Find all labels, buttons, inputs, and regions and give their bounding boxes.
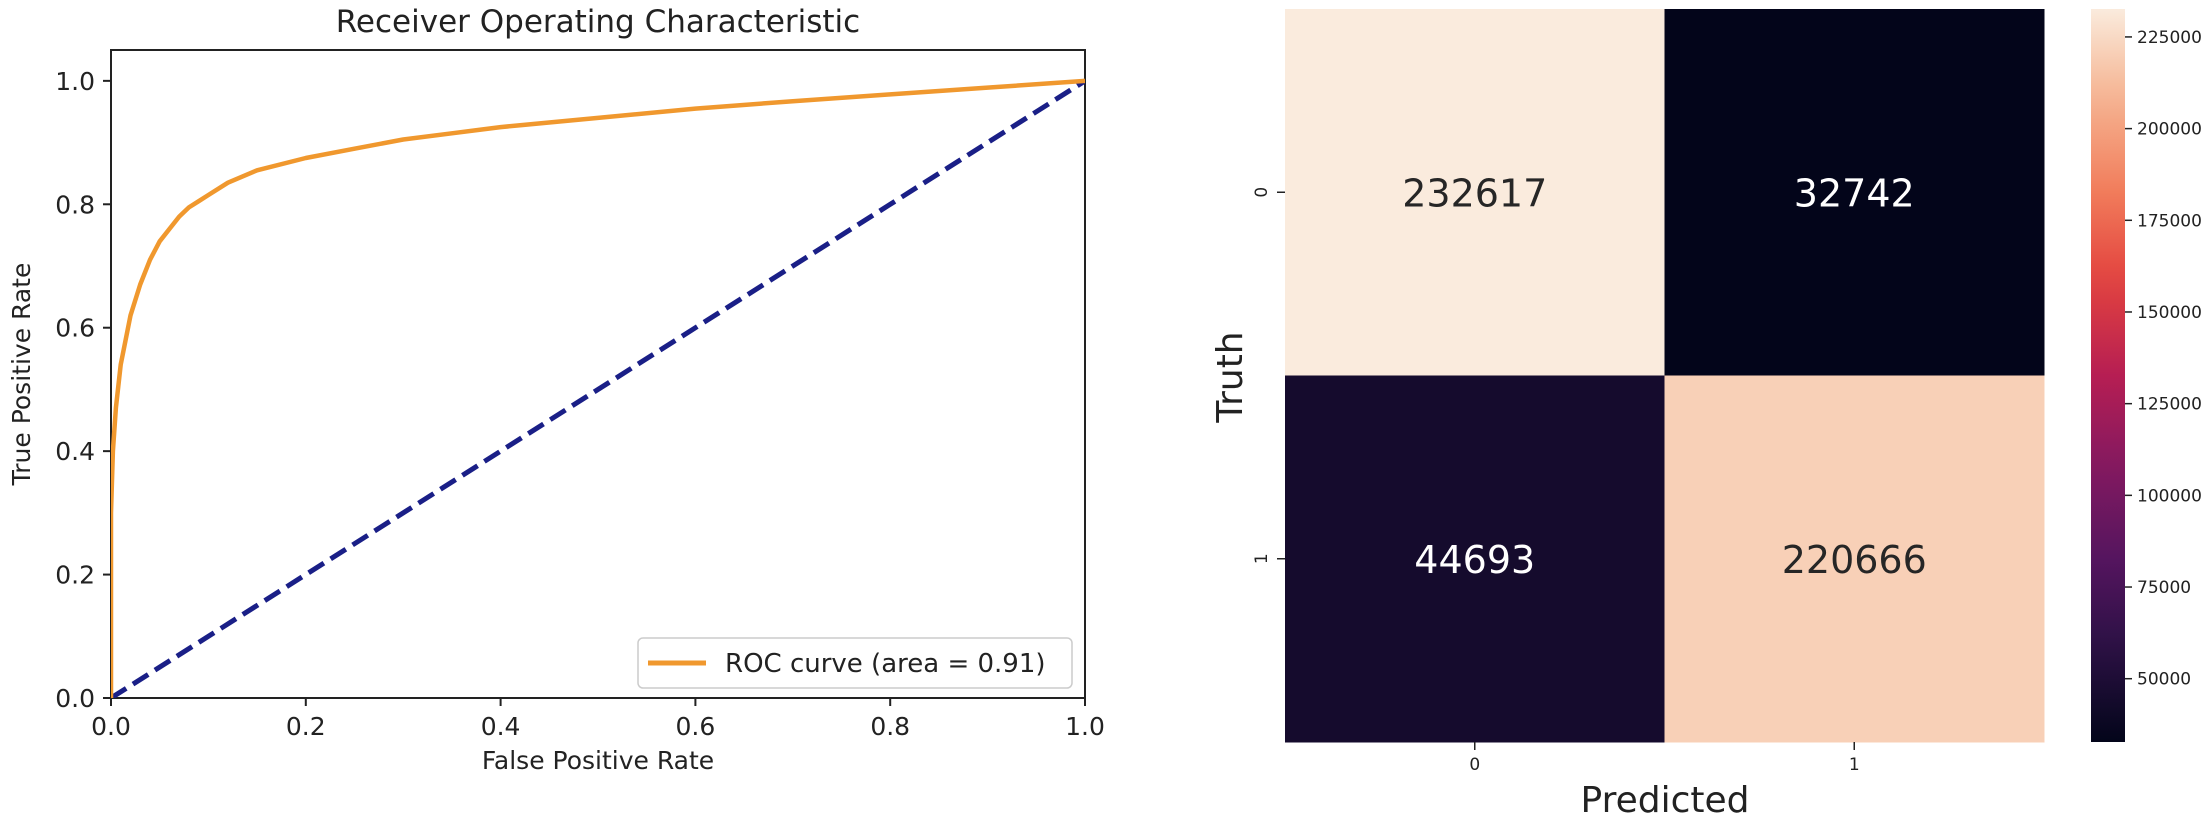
heatmap-y-ticks: 01: [1252, 187, 1285, 564]
colorbar: 50000 75000 100000 125000 150000 175000 200000…: [2091, 9, 2202, 742]
roc-x-axis-label: False Positive Rate: [482, 746, 714, 775]
roc-y-tick-label: 0.0: [55, 684, 95, 713]
heatmap-cell: [1285, 9, 1665, 376]
roc-series: [111, 78, 1085, 698]
heatmap-cell-value: 232617: [1402, 171, 1547, 215]
roc-plot-frame: [110, 49, 1086, 699]
roc-y-tick-label: 0.8: [55, 190, 95, 219]
roc-x-ticks: 0.0 0.2 0.4 0.6 0.8 1.0: [91, 698, 1105, 741]
heatmap-cell: [1664, 9, 2045, 376]
roc-legend: ROC curve (area = 0.91): [637, 637, 1073, 689]
heatmap-x-tick-label: 0: [1469, 755, 1480, 775]
roc-legend-label: ROC curve (area = 0.91): [725, 649, 1046, 679]
heatmap-y-tick-label: 1: [1252, 553, 1272, 564]
roc-y-tick-label: 1.0: [55, 67, 95, 96]
heatmap-cells: 232617 32742 44693 220666: [1285, 9, 2045, 743]
heatmap-cell-value: 44693: [1414, 538, 1535, 582]
colorbar-tick-label: 175000: [2137, 211, 2202, 231]
roc-title: Receiver Operating Characteristic: [336, 4, 860, 40]
heatmap-cell: [1285, 375, 1665, 743]
chance-diagonal-line: [111, 78, 1085, 698]
colorbar-tick-label: 200000: [2137, 120, 2202, 140]
heatmap-x-tick-label: 1: [1849, 755, 1860, 775]
colorbar-tick-label: 150000: [2137, 303, 2202, 323]
roc-chart: Receiver Operating Characteristic 0.0 0.2…: [7, 4, 1105, 775]
roc-y-tick-label: 0.4: [55, 437, 95, 466]
roc-x-tick-label: 0.6: [676, 712, 716, 741]
colorbar-tick-label: 100000: [2137, 486, 2202, 506]
heatmap-cell: [1664, 375, 2045, 743]
roc-x-tick-label: 0.8: [870, 712, 910, 741]
heatmap-cell-value: 220666: [1782, 538, 1927, 582]
roc-x-tick-label: 0.2: [286, 712, 326, 741]
roc-y-tick-label: 0.6: [55, 314, 95, 343]
roc-x-tick-label: 1.0: [1065, 712, 1105, 741]
heatmap-x-axis-label: Predicted: [1581, 780, 1750, 821]
heatmap-cell-value: 32742: [1794, 171, 1915, 215]
roc-curve-line: [111, 78, 1085, 698]
roc-y-ticks: 0.0 0.2 0.4 0.6 0.8 1.0: [55, 67, 111, 713]
heatmap-y-tick-label: 0: [1252, 187, 1272, 198]
colorbar-ticks: 50000 75000 100000 125000 150000 175000 200000…: [2125, 28, 2202, 690]
colorbar-tick-label: 225000: [2137, 28, 2202, 48]
roc-x-tick-label: 0.0: [91, 712, 131, 741]
roc-y-tick-label: 0.2: [55, 561, 95, 590]
colorbar-tick-label: 125000: [2137, 395, 2202, 415]
colorbar-strip: [2091, 9, 2125, 742]
colorbar-tick-label: 50000: [2137, 670, 2191, 690]
roc-x-tick-label: 0.4: [481, 712, 521, 741]
colorbar-tick-label: 75000: [2137, 578, 2191, 598]
heatmap-y-axis-label: Truth: [1210, 331, 1251, 423]
roc-y-axis-label: True Positive Rate: [7, 263, 36, 487]
roc-legend-box: [637, 637, 1073, 689]
